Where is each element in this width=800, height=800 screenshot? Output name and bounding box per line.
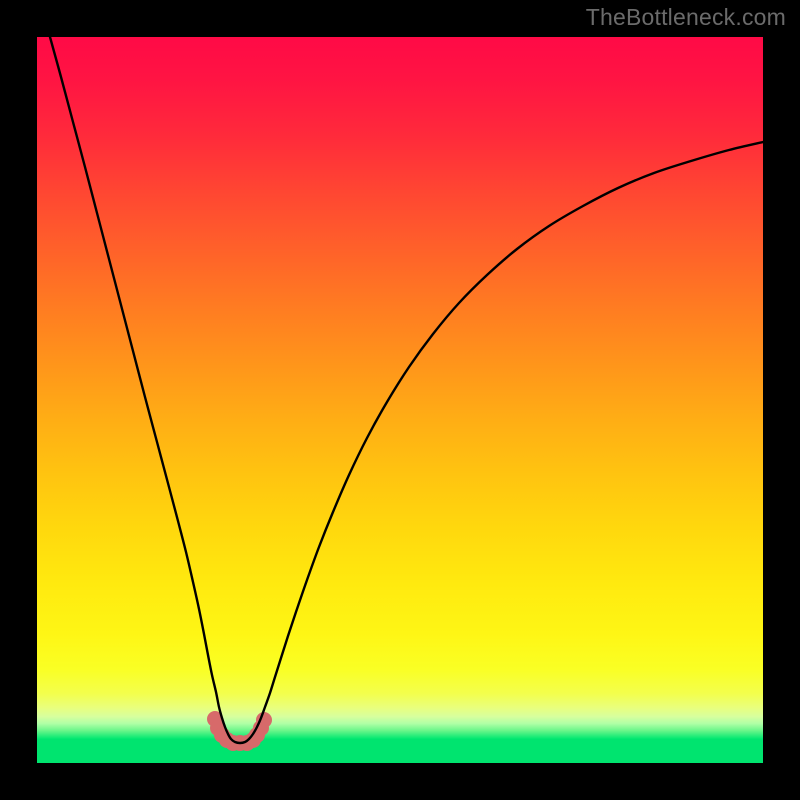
watermark-text: TheBottleneck.com	[586, 4, 786, 31]
bottleneck-curve	[37, 37, 763, 763]
curve-path	[50, 37, 763, 743]
chart-plot-area	[37, 37, 763, 763]
